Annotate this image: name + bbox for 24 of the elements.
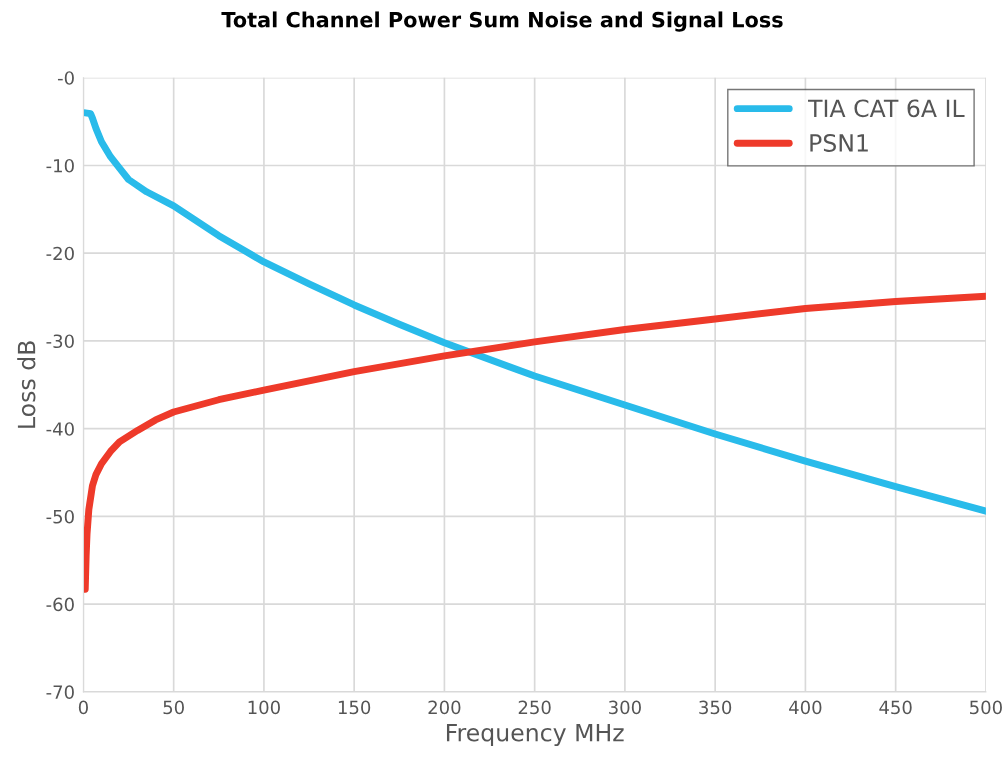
y-tick-label: -50 <box>46 509 74 524</box>
x-tick-label: 0 <box>78 700 88 715</box>
x-tick-label: 200 <box>428 700 461 715</box>
y-tick-label: -40 <box>46 422 74 436</box>
legend-label: TIA CAT 6A IL <box>808 99 965 118</box>
x-tick-label: 50 <box>163 700 184 715</box>
y-tick-label: -20 <box>46 246 74 261</box>
x-tick-label: 400 <box>789 700 822 715</box>
x-tick-label: 150 <box>338 700 371 715</box>
legend-label: PSN1 <box>810 134 868 152</box>
y-tick-label: -10 <box>46 158 74 173</box>
y-tick-label: -30 <box>46 334 74 349</box>
y-tick-label: -60 <box>46 597 74 612</box>
y-tick-label: -70 <box>46 685 74 700</box>
y-axis-title: Loss dB <box>17 341 36 428</box>
x-tick-label: 500 <box>970 700 1002 715</box>
x-tick-label: 300 <box>609 700 641 715</box>
x-tick-label: 450 <box>879 700 912 715</box>
chart-title: Total Channel Power Sum Noise and Signal Loss <box>221 11 783 32</box>
x-tick-label: 350 <box>699 700 732 715</box>
x-tick-label: 100 <box>248 700 280 715</box>
y-tick-label: -0 <box>57 71 74 85</box>
x-tick-label: 250 <box>518 700 551 715</box>
x-axis-title: Frequency MHz <box>446 723 624 747</box>
